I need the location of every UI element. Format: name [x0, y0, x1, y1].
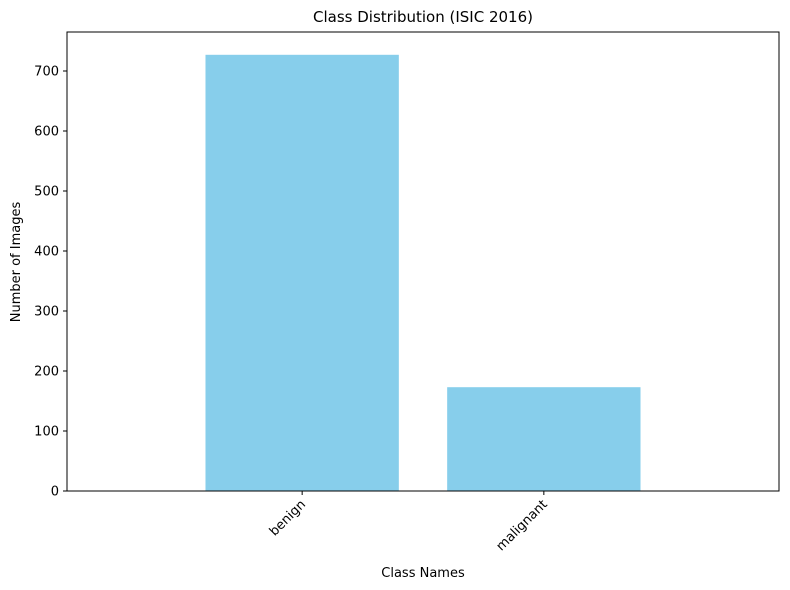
y-tick-label: 400 [34, 245, 59, 260]
x-axis-label: Class Names [381, 566, 465, 581]
bar [205, 54, 399, 492]
y-tick-label: 0 [51, 485, 59, 500]
x-tick-label: benign [267, 497, 309, 539]
y-tick-label: 500 [34, 185, 59, 200]
y-tick-label: 100 [34, 425, 59, 440]
y-tick-label: 300 [34, 305, 59, 320]
y-tick-label: 700 [34, 65, 59, 80]
bar [447, 387, 641, 491]
chart-title: Class Distribution (ISIC 2016) [313, 8, 533, 26]
y-axis-label: Number of Images [9, 202, 24, 323]
y-tick-label: 600 [34, 125, 59, 140]
x-tick-label: malignant [494, 497, 551, 554]
y-tick-label: 200 [34, 365, 59, 380]
plot-frame [66, 31, 780, 492]
